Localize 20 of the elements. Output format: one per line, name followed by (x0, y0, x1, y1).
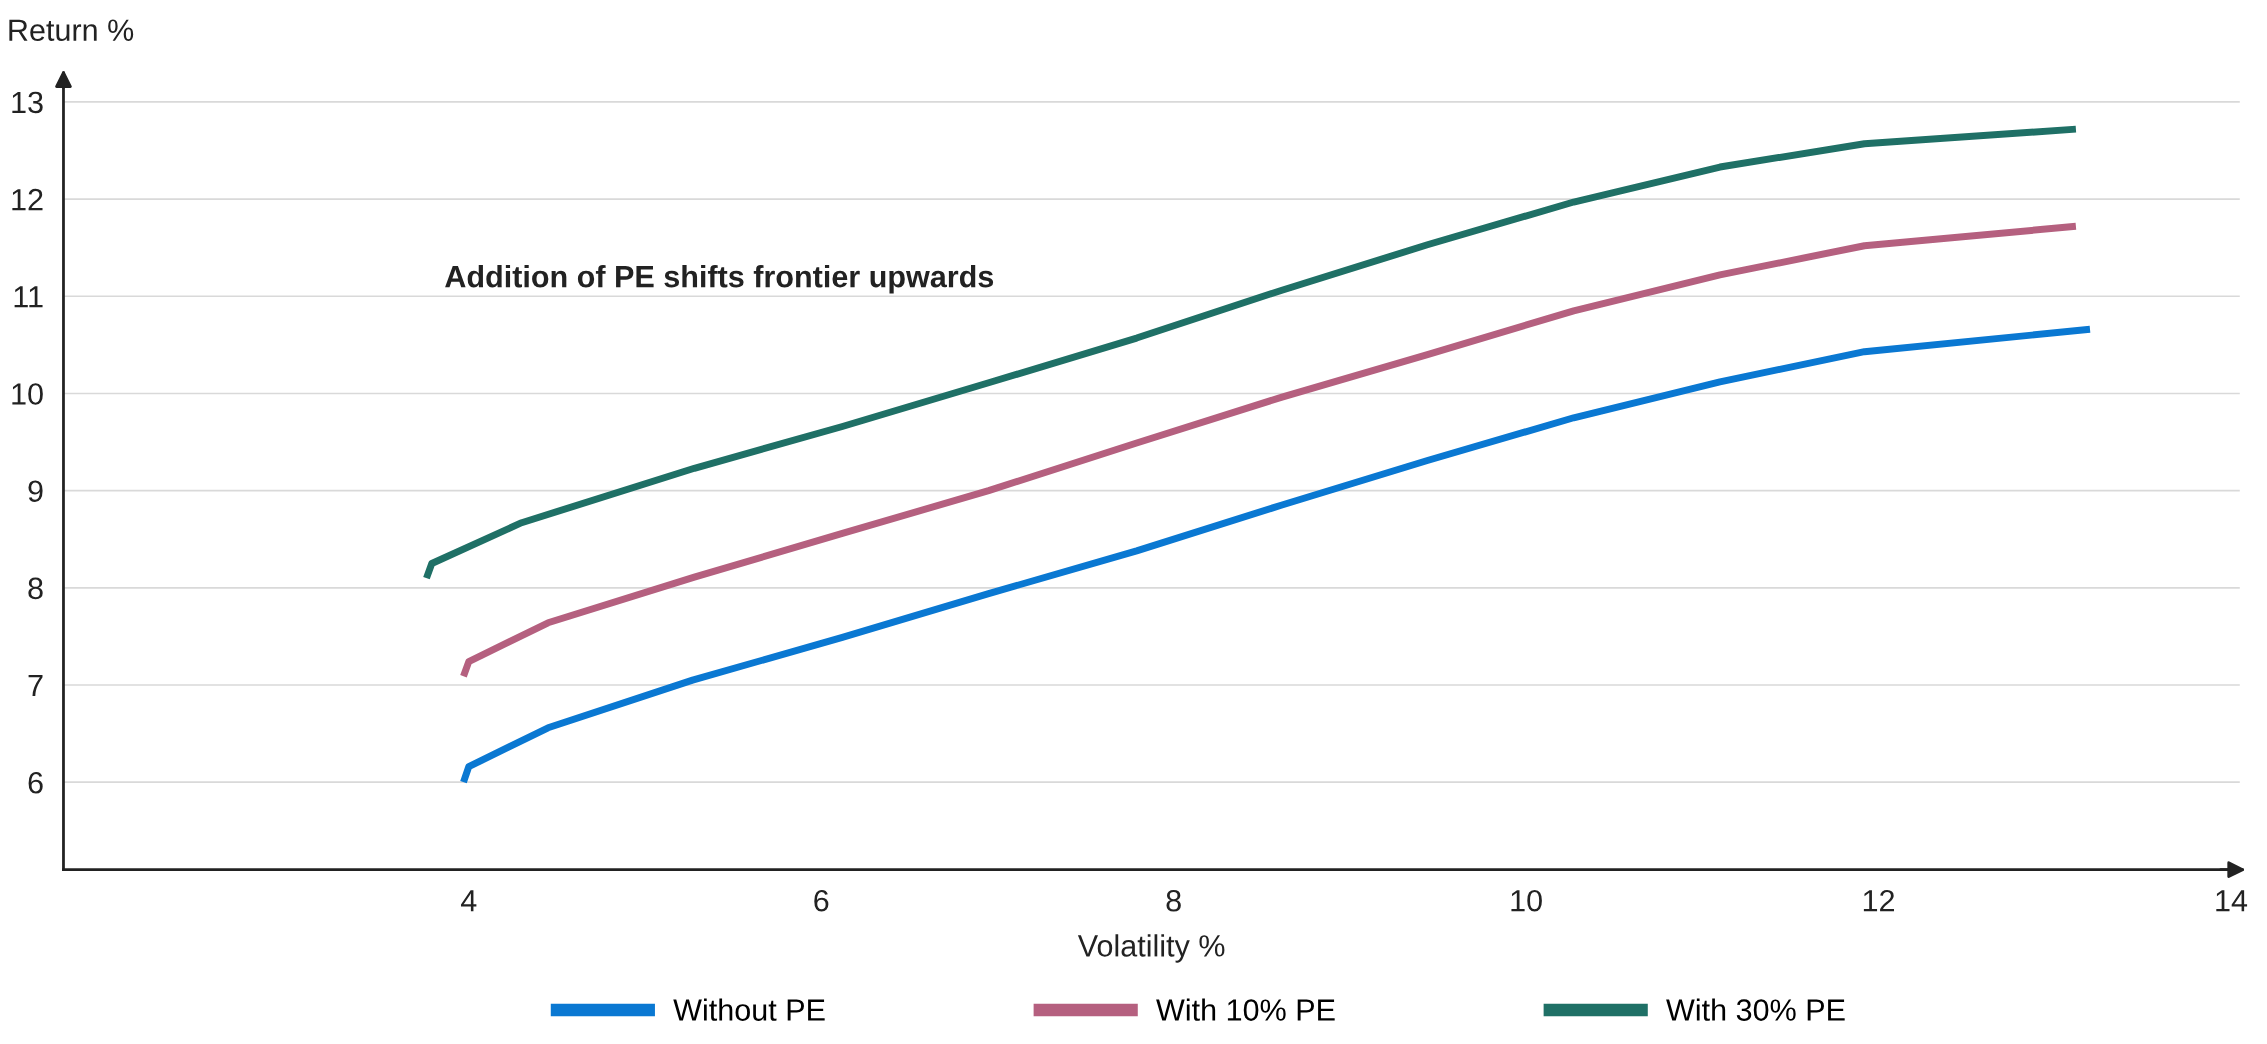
y-tick-label: 10 (12, 383, 43, 405)
y-tick-label: 13 (12, 91, 43, 114)
y-tick-label: 6 (28, 771, 43, 794)
x-axis-title: Volatility % (1077, 934, 1225, 963)
x-tick-label: 14 (2216, 890, 2248, 912)
y-tick-label: 12 (12, 188, 43, 211)
annotation: Addition of PE shifts frontier upwards (445, 265, 994, 294)
x-tick-label: 4 (460, 890, 477, 912)
legend-label: Without PE (673, 998, 825, 1021)
x-tick-label: 8 (1166, 889, 1181, 912)
y-tick-label: 11 (14, 286, 43, 308)
x-tick-label: 6 (814, 889, 829, 912)
legend-label: With 10% PE (1156, 998, 1335, 1021)
y-axis-title: Return % (9, 19, 134, 42)
y-tick-label: 9 (28, 480, 43, 503)
x-tick-label: 10 (1511, 889, 1542, 912)
legend-label: With 30% PE (1666, 998, 1845, 1021)
y-tick-label: 8 (28, 577, 43, 600)
x-tick-label: 12 (1863, 889, 1895, 912)
y-tick-label: 7 (28, 675, 43, 697)
